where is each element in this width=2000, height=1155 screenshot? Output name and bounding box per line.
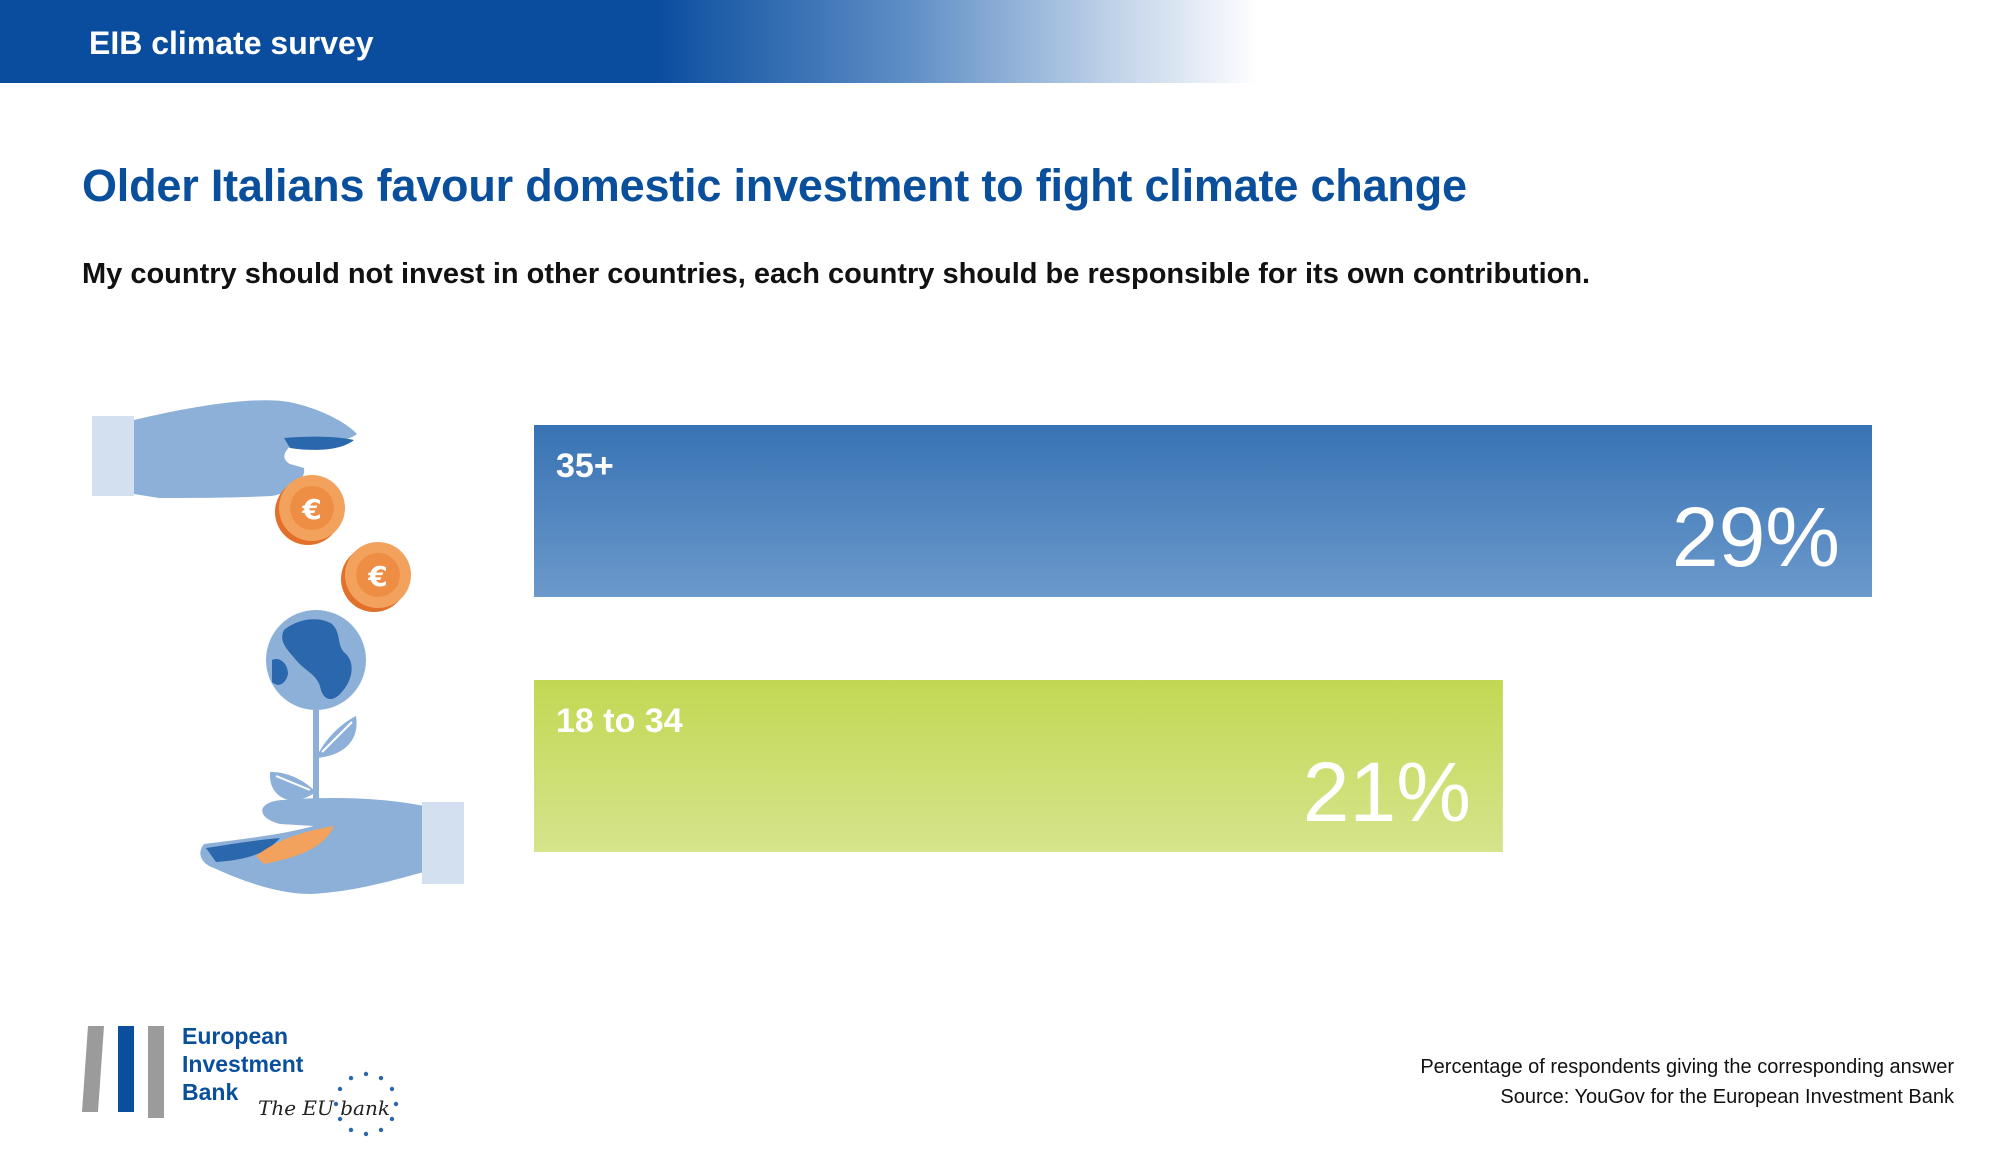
eu-stars-icon [333, 1071, 399, 1137]
giving-hand-icon [92, 400, 357, 498]
receiving-hand-icon [200, 798, 464, 894]
euro-coin-icon: € [341, 542, 411, 612]
svg-text:€: € [367, 560, 387, 593]
bar-category-label-0: 35+ [556, 447, 614, 485]
eib-logo-mark-icon [82, 1026, 164, 1118]
bar-value-label-1: 21% [1302, 745, 1471, 839]
bar-0 [534, 425, 1872, 597]
bar-category-label-1: 18 to 34 [556, 702, 683, 740]
bar-value-label-0: 29% [1671, 490, 1840, 584]
eib-logo: European Investment Bank The EU bank [82, 1018, 412, 1138]
globe-icon [266, 610, 366, 710]
eib-tagline: The EU bank [258, 1096, 390, 1120]
footnote: Percentage of respondents giving the cor… [1420, 1052, 1954, 1112]
hands-coins-globe-illustration: € € [92, 400, 464, 894]
footnote-source: Source: YouGov for the European Investme… [1500, 1086, 1954, 1108]
banner-title: EIB climate survey [89, 25, 374, 61]
euro-coin-icon: € [275, 475, 345, 545]
bar-1 [534, 680, 1503, 852]
footnote-description: Percentage of respondents giving the cor… [1420, 1056, 1954, 1078]
svg-text:€: € [301, 493, 321, 526]
chart-subtitle: My country should not invest in other co… [82, 258, 1591, 290]
eib-logo-text: European Investment Bank [182, 1023, 304, 1105]
page-title: Older Italians favour domestic investmen… [82, 160, 1467, 211]
header-banner: EIB climate survey [0, 0, 1260, 83]
